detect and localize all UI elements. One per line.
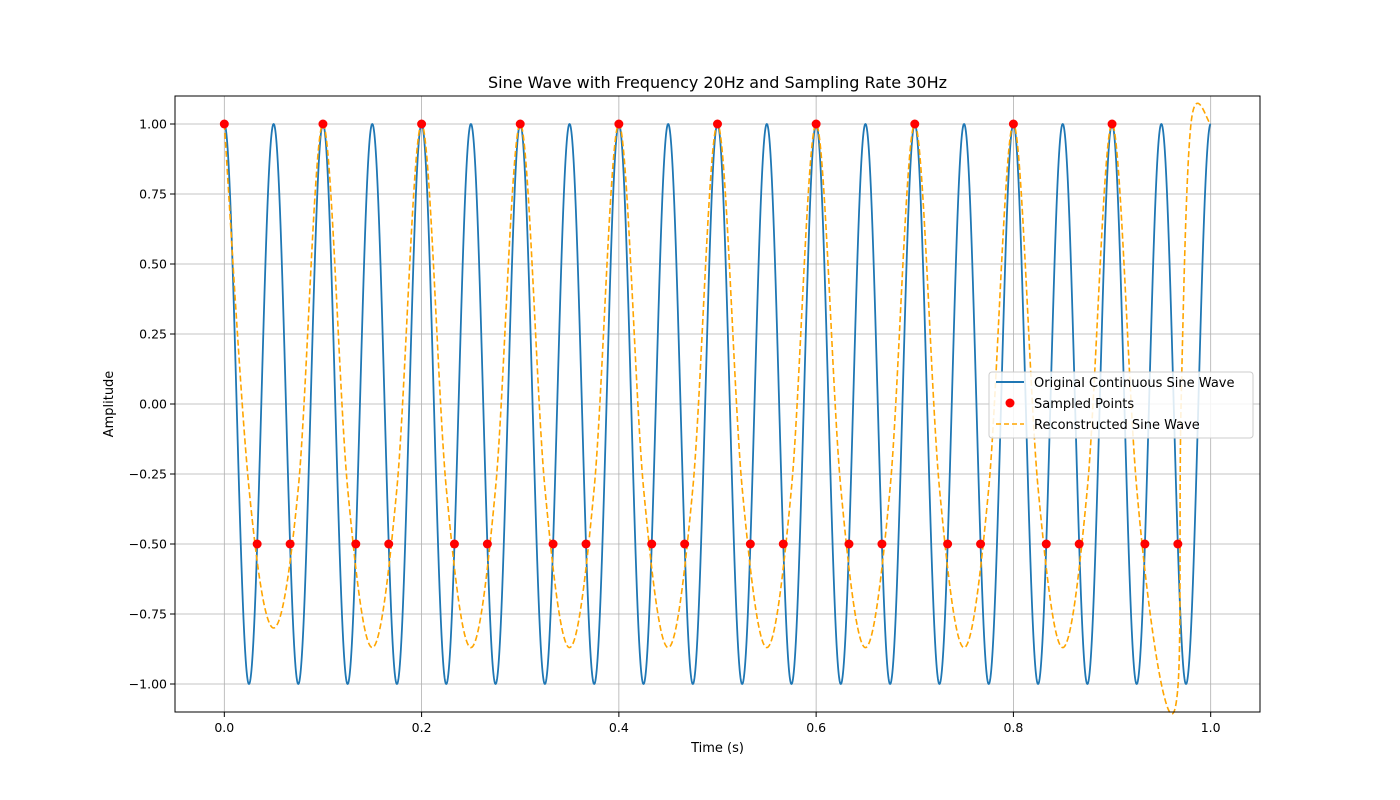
sampled-point <box>285 539 295 549</box>
y-tick-label: −0.75 <box>129 607 167 622</box>
y-axis-label: Amplitude <box>102 371 117 438</box>
sampled-point <box>318 119 328 129</box>
sampled-point <box>351 539 361 549</box>
x-tick-label: 0.6 <box>806 720 826 735</box>
sampled-point <box>811 119 821 129</box>
y-tick-label: −1.00 <box>129 677 167 692</box>
sampled-point <box>449 539 459 549</box>
sampled-point <box>943 539 953 549</box>
x-tick-label: 1.0 <box>1201 720 1221 735</box>
sampled-point <box>219 119 229 129</box>
legend-label-sampled: Sampled Points <box>1034 397 1134 412</box>
y-tick-label: 0.00 <box>139 397 167 412</box>
sampled-point <box>1173 539 1183 549</box>
sampled-point <box>647 539 657 549</box>
sampled-point <box>713 119 722 129</box>
sampled-point <box>1107 119 1117 129</box>
plot-area <box>219 102 1212 715</box>
y-tick-label: −0.50 <box>129 537 167 552</box>
sampled-point <box>844 539 854 549</box>
sampled-point <box>1008 119 1018 129</box>
sampled-point <box>910 119 920 129</box>
sampled-point <box>976 539 986 549</box>
sampled-point <box>515 119 525 129</box>
y-tick-label: 0.50 <box>139 257 167 272</box>
x-tick-label: 0.4 <box>609 720 629 735</box>
x-axis: 0.0 0.2 0.4 0.6 0.8 1.0 <box>214 712 1221 735</box>
legend-label-original: Original Continuous Sine Wave <box>1034 376 1234 391</box>
y-tick-label: 1.00 <box>139 117 167 132</box>
y-axis: 1.00 0.75 0.50 0.25 0.00 −0.25 −0.50 −0.75 −1.00 <box>129 117 175 692</box>
sampled-point <box>252 539 262 549</box>
sampled-point <box>482 539 492 549</box>
x-tick-label: 0.8 <box>1003 720 1023 735</box>
legend-box <box>988 371 1254 439</box>
sampled-point <box>384 539 394 549</box>
x-axis-label: Time (s) <box>690 741 744 756</box>
y-tick-label: −0.25 <box>129 467 167 482</box>
sampled-point <box>548 539 558 549</box>
y-tick-label: 0.25 <box>139 327 167 342</box>
legend-label-reconstructed: Reconstructed Sine Wave <box>1034 418 1200 433</box>
legend: Original Continuous Sine Wave Sampled Po… <box>988 371 1254 439</box>
x-tick-label: 0.0 <box>214 720 234 735</box>
sampled-point <box>1140 539 1150 549</box>
sampled-point <box>745 539 755 549</box>
sampled-point <box>581 539 591 549</box>
sampled-point <box>877 539 887 549</box>
sampled-point <box>1041 539 1051 549</box>
y-tick-label: 0.75 <box>139 187 167 202</box>
sampled-point <box>778 539 788 549</box>
x-tick-label: 0.2 <box>412 720 432 735</box>
chart-title: Sine Wave with Frequency 20Hz and Sampli… <box>488 73 947 92</box>
sampled-point <box>1074 539 1084 549</box>
series-reconstructed-line <box>223 102 1212 715</box>
sampled-point <box>614 119 624 129</box>
sampled-point <box>417 119 427 129</box>
sampled-point <box>680 539 690 549</box>
legend-swatch-sampled <box>1005 398 1015 408</box>
